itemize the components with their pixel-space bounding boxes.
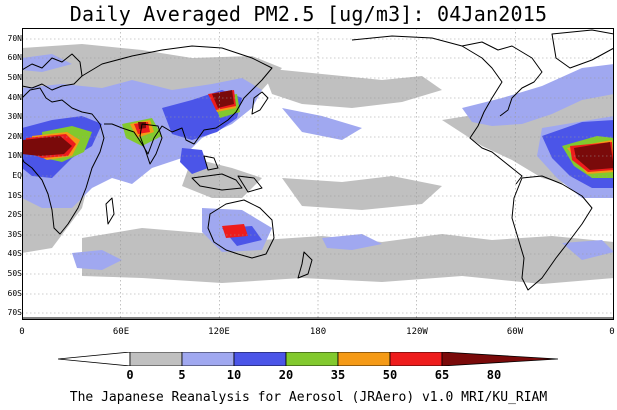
colorbar-label: 50 xyxy=(382,368,398,382)
colorbar-label: 35 xyxy=(330,368,346,382)
colorbar-svg xyxy=(58,352,558,366)
lat-label: 30S xyxy=(7,230,22,239)
lat-label: 70N xyxy=(7,34,22,43)
lat-label: 60S xyxy=(7,289,22,298)
lat-label: 60N xyxy=(7,53,22,62)
map-frame xyxy=(22,28,614,320)
colorbar-segment xyxy=(285,352,339,366)
lat-label: 50S xyxy=(7,269,22,278)
colorbar-arrow-low xyxy=(58,352,131,366)
lon-label: 120E xyxy=(208,327,230,337)
lon-label: 0 xyxy=(609,327,615,337)
lat-label: 10S xyxy=(7,191,22,200)
colorbar-label: 65 xyxy=(434,368,450,382)
colorbar-segment xyxy=(233,352,287,366)
lon-label: 60E xyxy=(112,327,130,337)
colorbar-label: 80 xyxy=(486,368,502,382)
colorbar-label: 10 xyxy=(226,368,242,382)
lon-label: 120W xyxy=(406,327,428,337)
lat-label: 40S xyxy=(7,249,22,258)
page-title: Daily Averaged PM2.5 [ug/m3]: 04Jan2015 xyxy=(69,2,548,26)
lat-label: 30N xyxy=(7,112,22,121)
coastlines xyxy=(22,29,614,319)
map-canvas xyxy=(22,28,614,320)
colorbar-segment xyxy=(337,352,391,366)
lat-label: 20N xyxy=(7,132,22,141)
footer-credit: The Japanese Reanalysis for Aerosol (JRA… xyxy=(69,390,548,405)
colorbar xyxy=(58,352,558,366)
lat-label: 50N xyxy=(7,73,22,82)
colorbar-label: 0 xyxy=(126,368,134,382)
lat-label: 20S xyxy=(7,210,22,219)
lat-label: EQ xyxy=(12,171,22,180)
pm-level-80 xyxy=(22,90,614,170)
lon-label: 0 xyxy=(19,327,25,337)
colorbar-label: 5 xyxy=(178,368,186,382)
colorbar-arrow-high xyxy=(441,352,558,366)
colorbar-segment xyxy=(129,352,183,366)
colorbar-segment xyxy=(389,352,443,366)
lon-label: 60W xyxy=(506,327,524,337)
lon-label: 180 xyxy=(309,327,327,337)
lat-label: 70S xyxy=(7,308,22,317)
colorbar-label: 20 xyxy=(278,368,294,382)
lat-label: 40N xyxy=(7,93,22,102)
colorbar-segment xyxy=(181,352,235,366)
pm25-map xyxy=(22,28,614,320)
lat-label: 10N xyxy=(7,151,22,160)
